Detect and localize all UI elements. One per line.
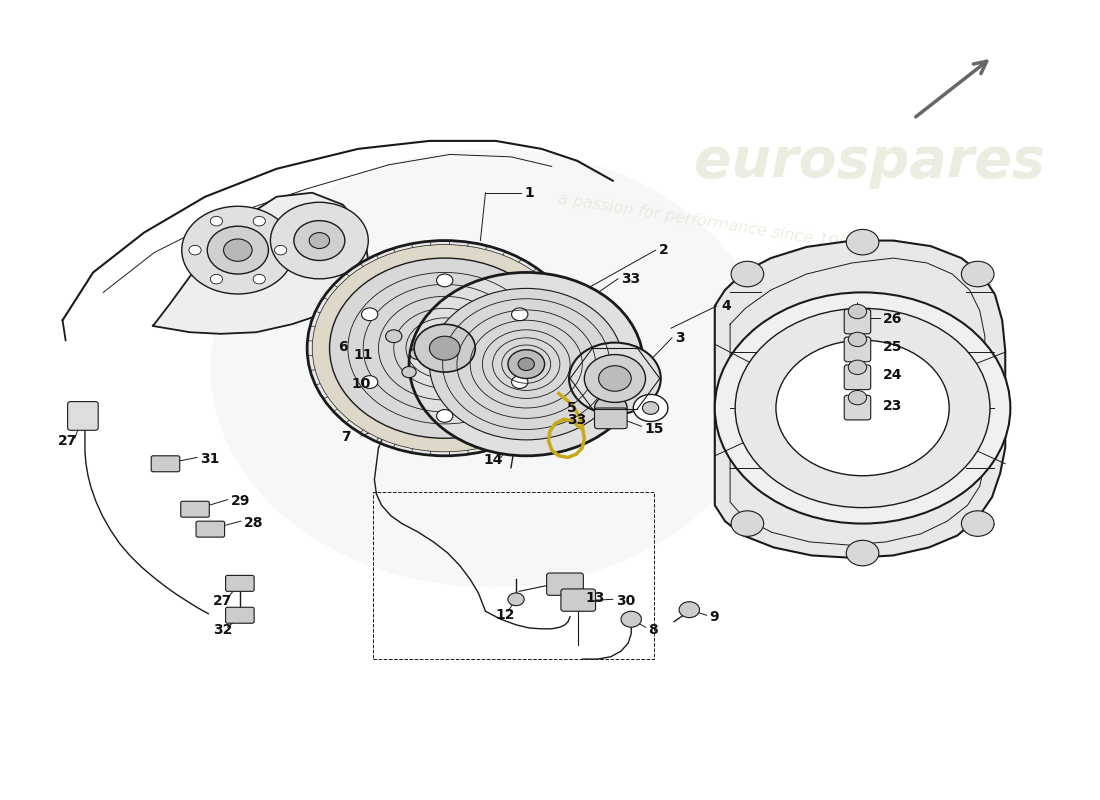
FancyBboxPatch shape [844, 365, 871, 390]
Circle shape [223, 239, 252, 262]
Text: 8: 8 [649, 622, 658, 637]
Text: 25: 25 [883, 340, 902, 354]
Circle shape [732, 511, 763, 536]
Circle shape [512, 376, 528, 389]
Text: 23: 23 [883, 398, 902, 413]
Polygon shape [715, 241, 1005, 558]
Text: 26: 26 [883, 313, 902, 326]
FancyBboxPatch shape [844, 337, 871, 362]
Text: 3: 3 [675, 331, 684, 345]
Text: 11: 11 [353, 348, 373, 362]
Circle shape [848, 304, 867, 318]
FancyBboxPatch shape [561, 589, 595, 611]
Circle shape [312, 245, 578, 452]
Circle shape [732, 262, 763, 286]
Text: 6: 6 [338, 340, 348, 354]
Circle shape [846, 540, 879, 566]
Circle shape [715, 292, 1010, 523]
Circle shape [848, 390, 867, 405]
Circle shape [508, 593, 525, 606]
Text: 7: 7 [341, 430, 351, 445]
Circle shape [512, 308, 528, 321]
Text: 31: 31 [200, 452, 220, 466]
Text: 13: 13 [585, 590, 605, 605]
Circle shape [429, 336, 460, 360]
Circle shape [362, 308, 377, 321]
Circle shape [207, 226, 268, 274]
Circle shape [437, 274, 453, 286]
Circle shape [848, 332, 867, 346]
Text: 10: 10 [351, 377, 371, 391]
FancyBboxPatch shape [180, 502, 209, 517]
Circle shape [362, 376, 377, 389]
Circle shape [409, 273, 644, 456]
Text: 29: 29 [231, 494, 250, 508]
Circle shape [271, 202, 369, 279]
Circle shape [307, 241, 582, 456]
Circle shape [210, 216, 222, 226]
Text: 2: 2 [659, 243, 669, 257]
Circle shape [402, 366, 416, 378]
Text: 30: 30 [616, 594, 635, 608]
Circle shape [584, 354, 646, 402]
Circle shape [848, 360, 867, 374]
FancyBboxPatch shape [547, 573, 583, 595]
FancyBboxPatch shape [226, 607, 254, 623]
FancyBboxPatch shape [151, 456, 179, 472]
Text: 1: 1 [525, 186, 533, 200]
Circle shape [569, 342, 661, 414]
Circle shape [210, 274, 222, 284]
Text: 27: 27 [57, 434, 77, 449]
Circle shape [679, 602, 700, 618]
Text: 14: 14 [483, 453, 503, 466]
Circle shape [309, 233, 330, 249]
Text: 28: 28 [244, 516, 263, 530]
Text: 5: 5 [566, 401, 576, 415]
Text: 24: 24 [883, 368, 902, 382]
Circle shape [189, 246, 201, 255]
Circle shape [294, 221, 344, 261]
Circle shape [621, 611, 641, 627]
FancyBboxPatch shape [844, 395, 871, 420]
Circle shape [414, 324, 475, 372]
Text: 4: 4 [720, 299, 730, 313]
Circle shape [642, 402, 659, 414]
Text: 27: 27 [213, 594, 233, 608]
Circle shape [594, 395, 627, 421]
Text: 15: 15 [645, 422, 664, 436]
Circle shape [735, 308, 990, 508]
FancyBboxPatch shape [226, 575, 254, 591]
Circle shape [182, 206, 294, 294]
Text: 12: 12 [496, 608, 515, 622]
FancyBboxPatch shape [594, 408, 627, 429]
FancyBboxPatch shape [67, 402, 98, 430]
Text: 33: 33 [566, 413, 586, 427]
Circle shape [330, 258, 560, 438]
Circle shape [961, 262, 994, 286]
Text: 32: 32 [213, 622, 233, 637]
Circle shape [386, 330, 402, 342]
Circle shape [776, 340, 949, 476]
Circle shape [634, 394, 668, 422]
Circle shape [961, 511, 994, 536]
Circle shape [275, 246, 287, 255]
Circle shape [508, 350, 544, 378]
Polygon shape [152, 193, 368, 334]
Circle shape [253, 216, 265, 226]
Text: 33: 33 [621, 272, 640, 286]
Circle shape [437, 410, 453, 422]
Text: a passion for performance since 1985: a passion for performance since 1985 [557, 191, 859, 253]
Text: 9: 9 [710, 610, 719, 624]
Circle shape [846, 230, 879, 255]
Circle shape [410, 348, 425, 359]
Circle shape [518, 358, 535, 370]
FancyBboxPatch shape [196, 521, 224, 537]
Text: eurospares: eurospares [694, 134, 1045, 189]
Ellipse shape [210, 149, 771, 587]
Circle shape [253, 274, 265, 284]
FancyBboxPatch shape [844, 309, 871, 334]
Circle shape [429, 288, 623, 440]
Circle shape [598, 366, 631, 391]
